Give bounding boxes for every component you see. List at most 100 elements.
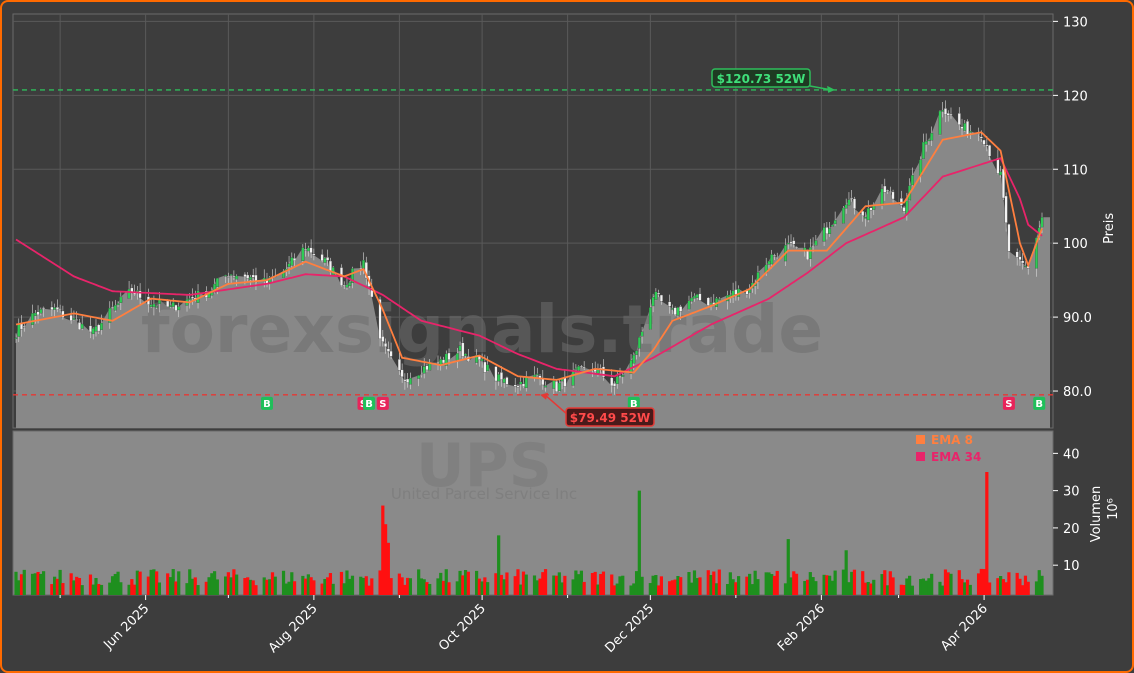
candle-body <box>734 289 738 295</box>
price-tick-label: 120 <box>1063 89 1088 104</box>
candle-body <box>883 185 887 193</box>
candle-body <box>828 228 832 234</box>
candle-body <box>513 384 517 387</box>
volume-bar <box>803 581 807 595</box>
candle-body <box>75 319 79 321</box>
volume-bar <box>927 578 931 595</box>
volume-bar <box>14 571 18 595</box>
volume-bar <box>441 580 446 595</box>
volume-bar <box>406 577 410 595</box>
legend-label: EMA 8 <box>931 433 973 447</box>
candle-body <box>869 207 873 211</box>
candle-body <box>706 297 710 306</box>
candle-body <box>679 306 683 312</box>
legend-label: EMA 34 <box>931 450 981 464</box>
volume-bar <box>612 585 617 595</box>
candle-body <box>1004 195 1008 223</box>
volume-bar <box>750 584 755 595</box>
volume-panel-bg <box>12 430 1054 596</box>
volume-bar <box>486 582 490 595</box>
candle-body <box>31 313 34 325</box>
candle-body <box>988 145 992 157</box>
volume-bar <box>1023 575 1028 595</box>
candle-body <box>444 353 448 366</box>
candle-body <box>924 141 928 145</box>
candle-body <box>419 374 423 376</box>
volume-bar <box>648 583 652 595</box>
volume-bar <box>88 574 93 595</box>
candle-body <box>999 171 1003 176</box>
volume-bar <box>596 584 600 595</box>
volume-bar <box>571 579 575 595</box>
price-tick-label: 110 <box>1063 163 1088 178</box>
volume-bar <box>941 585 945 595</box>
candle-body <box>499 372 503 380</box>
candle-body <box>389 350 393 357</box>
volume-bar <box>132 584 137 595</box>
volume-bar <box>772 575 777 595</box>
volume-bar <box>306 574 310 595</box>
candle-body <box>304 248 308 251</box>
volume-bar <box>19 574 24 595</box>
volume-bar <box>717 569 721 595</box>
volume-bar <box>521 571 526 595</box>
volume-bar <box>590 572 595 595</box>
volume-bar <box>39 573 43 595</box>
volume-bar <box>844 550 848 595</box>
signal-label: B <box>630 399 638 410</box>
volume-bar <box>902 585 906 595</box>
candle-body <box>166 300 170 307</box>
candle-body <box>323 258 327 263</box>
candle-body <box>494 366 498 382</box>
volume-bar <box>938 581 942 595</box>
volume-bar <box>345 570 349 595</box>
volume-bar <box>419 578 424 595</box>
volume-bar <box>863 582 868 595</box>
candle-body <box>960 126 964 129</box>
candle-body <box>191 296 194 299</box>
volume-bar <box>1018 578 1022 595</box>
volume-bar <box>474 570 479 595</box>
volume-bar <box>284 583 288 595</box>
volume-bar <box>386 542 390 595</box>
candles <box>14 100 1044 396</box>
volume-bar <box>712 571 716 595</box>
candle-body <box>480 358 484 362</box>
ema-lines <box>15 131 1043 381</box>
candle-body <box>1024 265 1027 268</box>
volume-bar <box>339 571 344 595</box>
candle-body <box>717 298 721 301</box>
volume-bar <box>883 570 887 595</box>
candle-body <box>89 325 92 333</box>
volume-bar <box>673 579 677 595</box>
volume-bar <box>350 575 355 595</box>
volume-bar <box>425 582 429 595</box>
candle-body <box>615 376 619 384</box>
volume-bar <box>709 574 713 595</box>
candle-body <box>403 379 407 382</box>
candle-body <box>693 295 696 299</box>
volume-bar <box>888 571 892 595</box>
legend: EMA 8 EMA 34 <box>916 433 981 464</box>
candle-body <box>535 373 539 375</box>
candle-body <box>648 307 652 330</box>
volume-bar <box>447 582 451 595</box>
volume-bar <box>212 571 217 595</box>
candle-body <box>968 131 972 133</box>
price-area <box>16 110 1050 429</box>
signal-label: S <box>1005 399 1012 410</box>
volume-bar <box>690 582 694 595</box>
volume-bar <box>524 574 528 595</box>
candle-body <box>996 157 1000 174</box>
candle-body <box>119 296 123 303</box>
volume-bar <box>281 570 286 595</box>
candle-body <box>579 365 583 368</box>
volume-bar <box>1021 585 1025 595</box>
candle-body <box>293 258 297 261</box>
candle-body <box>475 354 479 363</box>
candle-body <box>850 197 854 199</box>
signal-badge-buy <box>363 396 376 410</box>
volume-bar <box>290 572 294 595</box>
volume-bar <box>97 584 101 595</box>
